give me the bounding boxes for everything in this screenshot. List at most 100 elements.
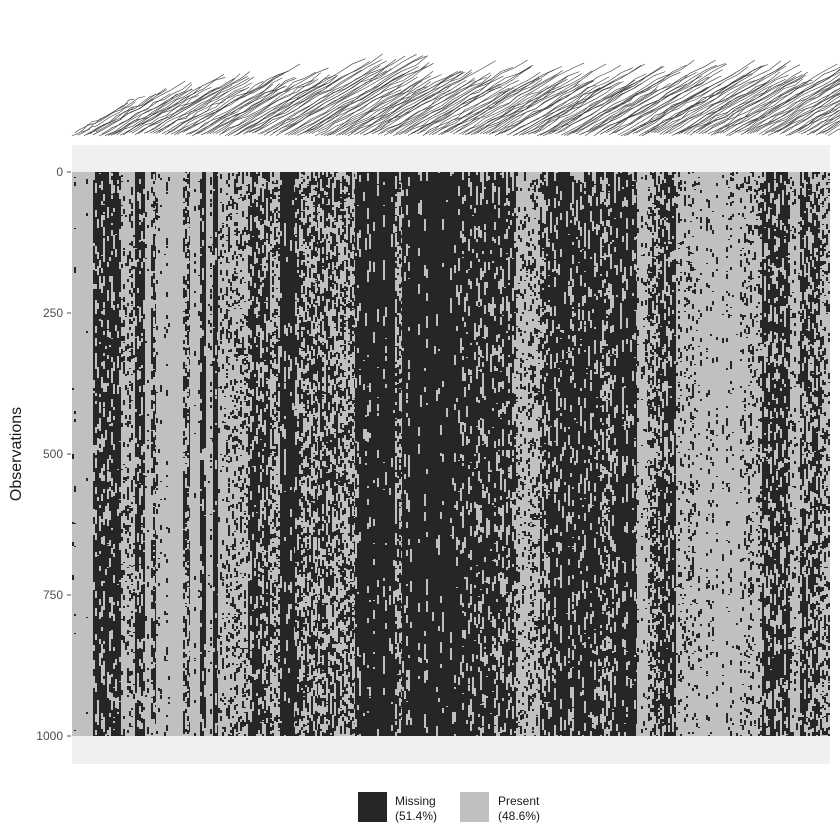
- missing-cell: [95, 316, 97, 320]
- heatmap-column-92: [250, 172, 252, 736]
- missing-cell: [95, 384, 97, 393]
- missing-cell: [141, 509, 143, 515]
- missing-cell: [93, 338, 95, 344]
- missing-cell: [109, 206, 111, 215]
- heatmap-column-56: [182, 172, 183, 736]
- missing-cell: [111, 225, 113, 230]
- missing-cell: [105, 273, 107, 281]
- missing-cell: [204, 434, 206, 438]
- missing-cell: [187, 560, 189, 561]
- missing-cell: [240, 270, 242, 272]
- missing-cell: [220, 576, 222, 580]
- missing-cell: [127, 676, 129, 680]
- missing-cell: [139, 620, 141, 622]
- missing-cell: [215, 529, 217, 538]
- missing-cell: [160, 385, 162, 388]
- missing-cell: [125, 506, 127, 511]
- missing-cell: [113, 356, 115, 362]
- missing-cell: [105, 519, 107, 523]
- missing-cell: [135, 674, 137, 676]
- missing-cell: [133, 543, 135, 545]
- missing-cell: [230, 282, 232, 286]
- missing-cell: [213, 561, 215, 574]
- missing-cell: [153, 679, 155, 686]
- missing-cell: [155, 217, 156, 219]
- missing-cell: [210, 275, 212, 277]
- missing-cell: [213, 451, 215, 463]
- missing-cell: [129, 600, 131, 601]
- missing-cell: [72, 542, 74, 546]
- missing-cell: [74, 486, 76, 488]
- missing-cell: [204, 374, 206, 384]
- missing-cell: [111, 542, 113, 548]
- missing-cell: [228, 238, 230, 242]
- missing-cell: [139, 230, 141, 233]
- missing-cell: [93, 357, 95, 360]
- missing-cell: [215, 561, 217, 565]
- missing-cell: [97, 696, 99, 700]
- missing-cell: [185, 635, 187, 637]
- missing-cell: [189, 479, 190, 487]
- missing-cell: [242, 484, 244, 489]
- missing-cell: [217, 355, 218, 359]
- missing-cell: [200, 248, 202, 254]
- missing-cell: [105, 412, 107, 421]
- variable-tick-label: [551, 83, 637, 133]
- missing-cell: [217, 288, 218, 292]
- missing-cell: [119, 611, 121, 614]
- missing-cell: [210, 237, 212, 238]
- missing-cell: [240, 472, 242, 475]
- missing-cell: [127, 672, 129, 676]
- missing-cell: [252, 341, 254, 342]
- missing-cell: [117, 598, 119, 601]
- missing-cell: [115, 671, 117, 678]
- missing-cell: [228, 357, 230, 358]
- missing-cell: [228, 525, 230, 529]
- missing-cell: [189, 291, 190, 295]
- missing-cell: [153, 540, 155, 545]
- heatmap-column-41: [153, 172, 155, 736]
- missing-cell: [95, 289, 97, 296]
- missing-cell: [224, 422, 226, 423]
- missing-cell: [115, 342, 117, 345]
- missing-cell: [97, 523, 99, 528]
- missing-cell: [153, 686, 155, 690]
- missing-cell: [135, 514, 137, 523]
- missing-cell: [153, 266, 155, 271]
- missing-cell: [115, 647, 117, 651]
- missing-cell: [194, 189, 196, 192]
- missing-cell: [200, 338, 202, 343]
- missing-cell: [236, 354, 238, 358]
- missing-cell: [139, 258, 141, 260]
- missing-cell: [202, 192, 204, 204]
- missing-cell: [166, 364, 168, 366]
- missing-cell: [240, 722, 242, 726]
- missing-cell: [137, 187, 139, 192]
- missing-cell: [185, 403, 187, 404]
- missing-cell: [215, 570, 217, 576]
- missing-cell: [217, 408, 218, 413]
- missing-cell: [166, 292, 168, 297]
- missing-cell: [222, 364, 224, 369]
- missing-cell: [204, 241, 206, 252]
- heatmap-column-39: [149, 172, 151, 736]
- missing-cell: [117, 664, 119, 669]
- missing-cell: [183, 209, 185, 217]
- missing-cell: [217, 554, 218, 564]
- missing-cell: [189, 730, 190, 732]
- missing-cell: [113, 621, 115, 626]
- variable-tick-label: [758, 87, 840, 135]
- missing-cell: [215, 260, 217, 267]
- missing-cell: [72, 454, 74, 459]
- missing-cell: [139, 714, 141, 721]
- missing-cell: [215, 668, 217, 676]
- missing-cell: [135, 375, 137, 379]
- missing-cell: [244, 648, 246, 649]
- missing-cell: [202, 663, 204, 670]
- missing-cell: [200, 281, 202, 285]
- missing-cell: [240, 412, 242, 417]
- missing-cell: [99, 354, 101, 364]
- missing-cell: [131, 593, 133, 594]
- missing-cell: [141, 718, 143, 723]
- missing-cell: [141, 373, 143, 381]
